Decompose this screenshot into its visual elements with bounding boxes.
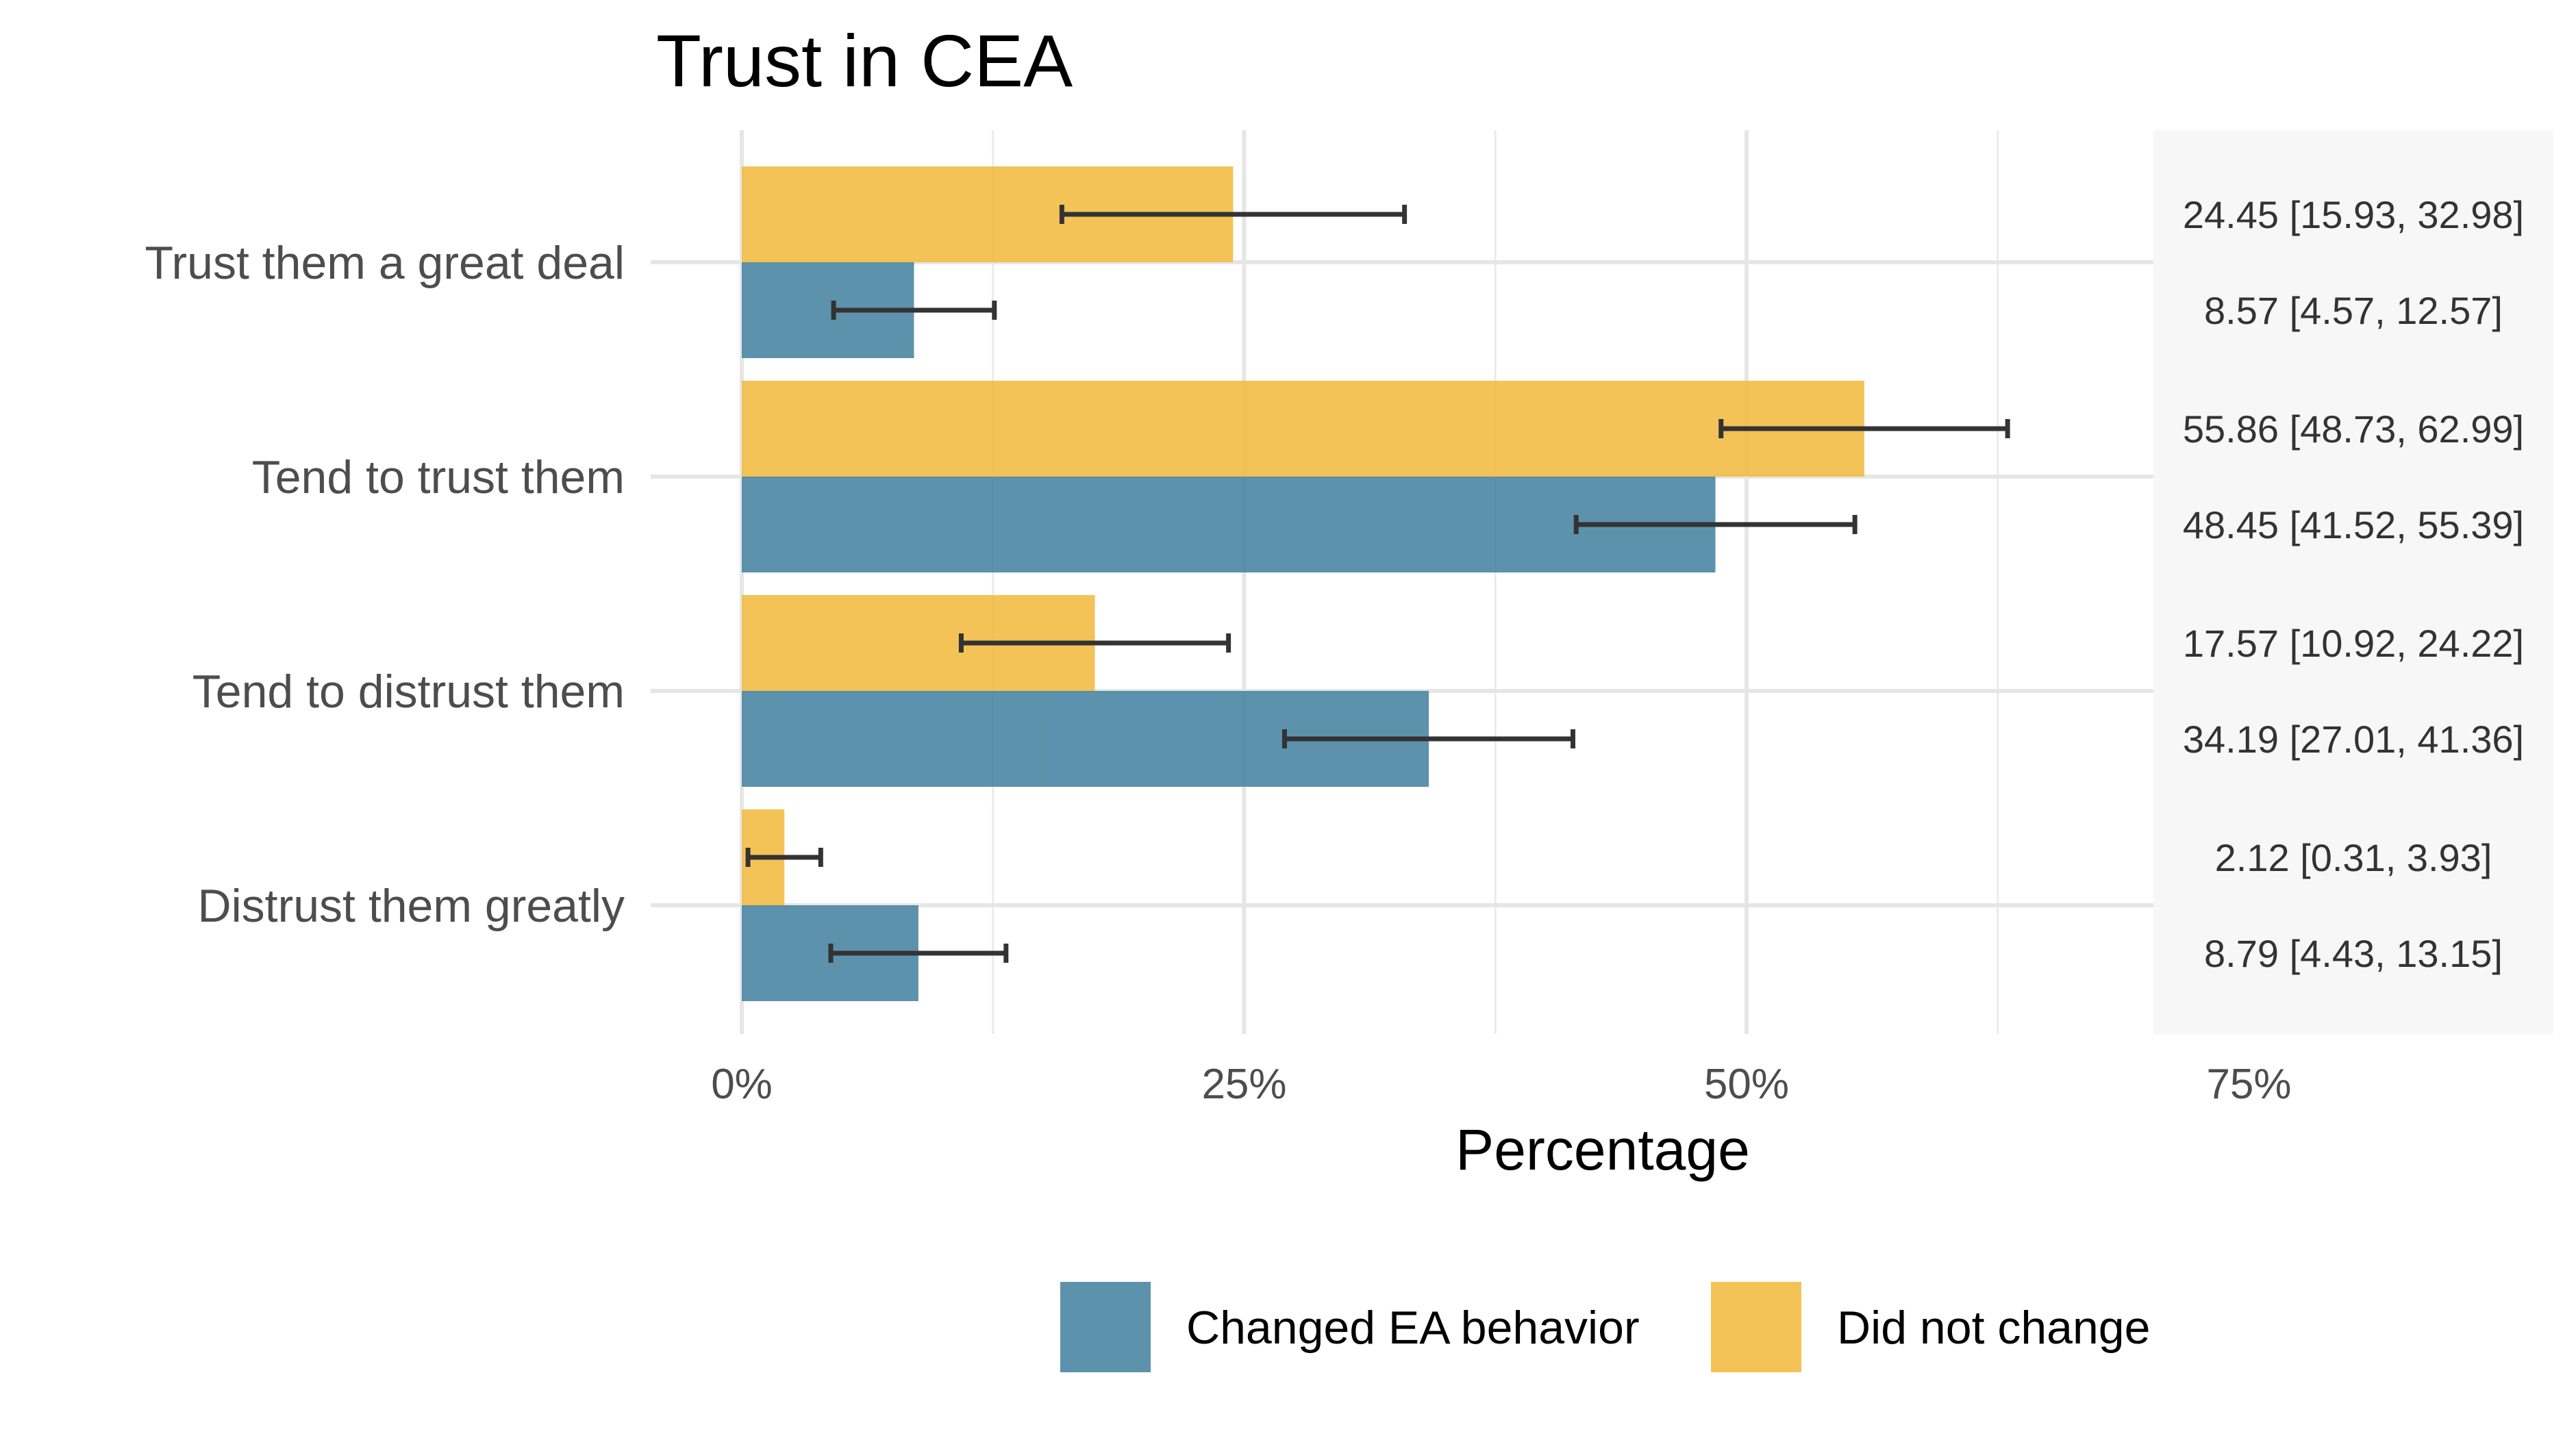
value-annotation: 17.57 [10.92, 24.22] xyxy=(2183,622,2524,665)
category-labels: Trust them a great deal Tend to trust the… xyxy=(145,237,625,932)
x-tick-label: 50% xyxy=(1704,1061,1789,1108)
bar-did-not-change xyxy=(742,381,1864,477)
value-annotation: 48.45 [41.52, 55.39] xyxy=(2183,503,2524,546)
category-label: Distrust them greatly xyxy=(197,880,625,932)
legend: Changed EA behavior Did not change xyxy=(1060,1282,2150,1372)
x-tick-label: 0% xyxy=(711,1061,773,1108)
legend-key xyxy=(1060,1282,1151,1372)
value-annotation: 8.79 [4.43, 13.15] xyxy=(2204,932,2503,975)
value-annotation: 8.57 [4.57, 12.57] xyxy=(2204,289,2503,332)
legend-key xyxy=(1711,1282,1801,1372)
legend-label: Did not change xyxy=(1837,1302,2150,1354)
value-annotation: 24.45 [15.93, 32.98] xyxy=(2183,193,2524,236)
category-label: Tend to trust them xyxy=(252,451,625,503)
error-bars xyxy=(745,205,2010,963)
chart-title: Trust in CEA xyxy=(656,19,1073,102)
x-tick-label: 75% xyxy=(2206,1061,2291,1108)
x-axis-title: Percentage xyxy=(1455,1118,1750,1182)
value-annotations: 24.45 [15.93, 32.98] 55.86 [48.73, 62.99]… xyxy=(2183,193,2524,975)
value-annotation: 2.12 [0.31, 3.93] xyxy=(2215,836,2492,879)
annotation-panel xyxy=(2153,130,2553,1034)
value-annotation: 55.86 [48.73, 62.99] xyxy=(2183,407,2524,451)
bar-changed-ea-behavior xyxy=(742,477,1716,572)
x-tick-label: 25% xyxy=(1201,1061,1286,1108)
bars xyxy=(742,166,1864,1001)
category-label: Tend to distrust them xyxy=(192,666,625,718)
value-annotation: 34.19 [27.01, 41.36] xyxy=(2183,718,2524,761)
x-axis-ticks: 0% 25% 50% 75% xyxy=(711,1061,2291,1108)
legend-label: Changed EA behavior xyxy=(1186,1302,1640,1354)
category-label: Trust them a great deal xyxy=(145,237,625,289)
